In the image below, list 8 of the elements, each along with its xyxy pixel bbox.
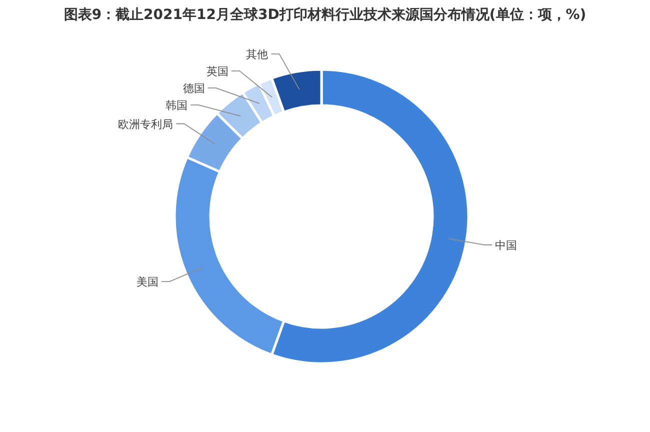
category-label: 韩国 (166, 98, 188, 112)
category-label: 德国 (182, 82, 205, 95)
category-label: 欧洲专利局 (118, 118, 174, 131)
category-label: 英国 (206, 64, 229, 78)
category-label: 中国 (495, 238, 518, 252)
category-label: 其他 (246, 48, 268, 61)
category-label: 美国 (136, 276, 159, 289)
title: 图表9：截止2021年12月全球3D打印材料行业技术来源国分布情况(单位：项，%) (64, 7, 586, 23)
